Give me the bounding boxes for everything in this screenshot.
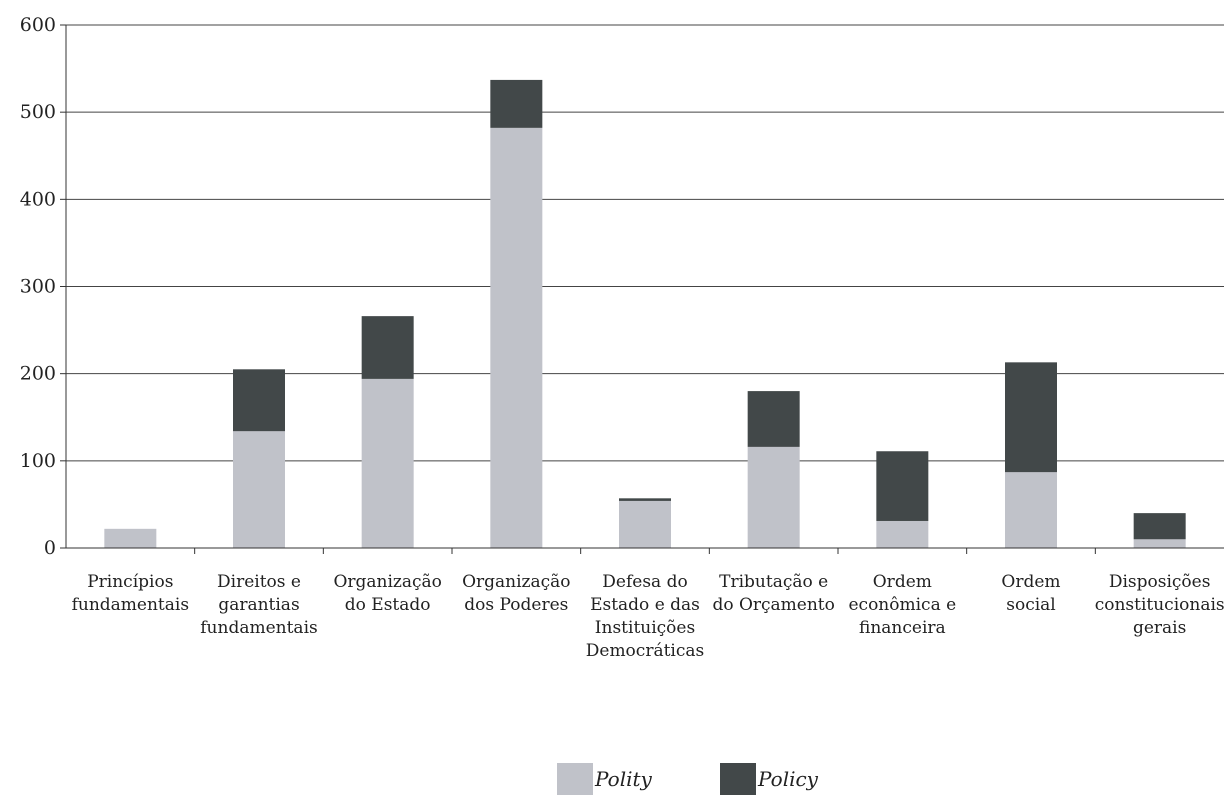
y-tick-label: 600 (20, 14, 56, 36)
legend: Polity Policy (557, 763, 819, 795)
x-category-label: Estado e das (590, 595, 700, 615)
legend-label-policy: Policy (757, 767, 819, 791)
bar-polity-6 (876, 520, 929, 548)
x-category-label: constitucionais (1095, 595, 1224, 615)
x-category-label: fundamentais (200, 618, 317, 638)
y-tick-label: 300 (20, 276, 56, 298)
x-category-label: dos Poderes (464, 595, 568, 615)
y-tick-label: 100 (20, 450, 56, 472)
x-category-label: Defesa do (602, 572, 687, 592)
y-tick-label: 0 (44, 537, 56, 559)
bar-polity-2 (361, 378, 414, 548)
x-category-label: gerais (1133, 618, 1186, 638)
x-category-label: garantias (218, 595, 299, 615)
bar-policy-6 (876, 451, 929, 521)
x-category-label: Organização (462, 572, 570, 592)
x-category-label: Organização (333, 572, 441, 592)
bar-polity-5 (747, 446, 800, 548)
bar-policy-3 (490, 79, 543, 128)
x-category-label: do Orçamento (712, 595, 834, 615)
bar-policy-5 (747, 391, 800, 447)
x-category-label: Disposições (1109, 572, 1211, 592)
x-category-label: Tributação e (719, 572, 828, 592)
x-category-label: Ordem (1001, 572, 1060, 592)
x-category-label: social (1006, 595, 1056, 615)
x-category-label: fundamentais (72, 595, 189, 615)
x-category-label: Direitos e (217, 572, 301, 592)
bar-polity-7 (1005, 472, 1057, 548)
bar-polity-4 (619, 500, 671, 548)
legend-label-polity: Polity (594, 767, 653, 791)
bar-polity-0 (104, 528, 157, 548)
x-axis: Princípios fundamentais Direitos e garantia… (66, 547, 1224, 661)
bar-policy-7 (1005, 362, 1057, 473)
bars (104, 79, 1186, 549)
y-tick-label: 400 (20, 188, 56, 210)
bar-policy-8 (1133, 513, 1186, 540)
y-axis: 0 100 200 300 400 500 600 (20, 14, 67, 559)
bar-policy-1 (233, 369, 285, 432)
bar-polity-3 (490, 127, 543, 549)
bar-polity-8 (1133, 539, 1186, 548)
x-category-label: Ordem (873, 572, 932, 592)
x-category-label: Princípios (87, 572, 173, 592)
x-category-label: financeira (859, 618, 946, 638)
bar-policy-4 (619, 498, 671, 501)
legend-swatch-polity (557, 763, 593, 795)
legend-swatch-policy (720, 763, 756, 795)
x-category-label: econômica e (848, 595, 956, 615)
y-tick-label: 500 (20, 101, 56, 123)
x-category-label: do Estado (345, 595, 431, 615)
x-category-label: Instituições (595, 618, 695, 638)
y-tick-label: 200 (20, 363, 56, 385)
bar-polity-1 (233, 431, 285, 548)
bar-policy-2 (361, 316, 414, 379)
x-category-label: Democráticas (586, 641, 704, 661)
